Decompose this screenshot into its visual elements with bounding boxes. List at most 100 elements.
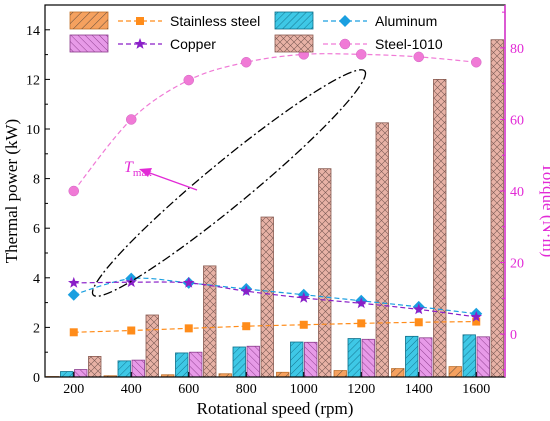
torque-point-steel-1010 (356, 49, 367, 60)
torque-point-steel-1010 (68, 185, 79, 197)
torque-line-copper (73, 281, 477, 318)
torque-point-stainless-steel (184, 324, 193, 333)
bar-hatch (161, 374, 174, 377)
legend-bar-hatch (70, 35, 108, 52)
bars-layer (46, 39, 504, 378)
bar-hatch (463, 334, 476, 377)
torque-point-stainless-steel (69, 328, 78, 337)
tmax-arrowhead (139, 168, 152, 177)
x-tick-label: 1400 (405, 382, 433, 397)
legend-marker (134, 38, 146, 49)
y-tick-label: 2 (33, 321, 40, 336)
bar-hatch (334, 370, 347, 377)
bar-hatch (376, 122, 389, 377)
torque-point-steel-1010 (126, 114, 137, 125)
bar-hatch (491, 39, 504, 377)
torque-lines-layer (67, 49, 483, 337)
bar-hatch (146, 315, 159, 377)
bar-hatch (203, 265, 216, 377)
torque-point-stainless-steel (127, 326, 136, 335)
x-tick-label: 600 (178, 382, 199, 397)
bar-hatch (419, 337, 432, 377)
legend-label: Copper (170, 36, 216, 52)
bar-hatch (175, 352, 188, 377)
y2-tick-label: 80 (510, 42, 524, 57)
x-tick-label: 1000 (290, 382, 318, 397)
x-tick-label: 200 (63, 382, 84, 397)
legend-label: Aluminum (375, 13, 437, 29)
y-axis-left: 0 2 4 6 8 10 12 14 (26, 24, 50, 386)
bar-hatch (88, 356, 101, 377)
legend-marker (136, 17, 144, 25)
bar-hatch (362, 339, 375, 377)
torque-point-stainless-steel (414, 318, 423, 327)
tmax-arrow-line (146, 171, 198, 191)
bar-hatch (318, 168, 331, 377)
bar-hatch (233, 346, 246, 377)
y-tick-label: 12 (26, 73, 40, 88)
bar-hatch (189, 352, 202, 377)
legend-label: Steel-1010 (375, 36, 443, 52)
bar-hatch (261, 217, 274, 377)
torque-point-copper (183, 276, 195, 288)
torque-point-stainless-steel (472, 317, 481, 326)
bar-hatch (405, 336, 418, 377)
bar-hatch (433, 79, 446, 378)
y2-tick-label: 40 (510, 185, 524, 200)
bar-hatch (104, 375, 117, 377)
torque-point-stainless-steel (242, 322, 251, 331)
torque-point-steel-1010 (241, 56, 252, 68)
bar-hatch (132, 360, 145, 377)
torque-point-copper (240, 285, 252, 296)
y-tick-label: 14 (26, 24, 40, 39)
y-axis-right: 0 20 40 60 80 (500, 5, 524, 377)
legend-label: Stainless steel (170, 13, 260, 29)
legend-bar-hatch (275, 35, 313, 52)
y-tick-label: 6 (33, 222, 40, 237)
torque-point-steel-1010 (471, 56, 482, 68)
bar-hatch (276, 372, 289, 377)
y-tick-label: 0 (33, 371, 40, 386)
torque-line-stainless-steel (73, 320, 477, 333)
torque-point-copper (413, 303, 425, 315)
bar-hatch (449, 366, 462, 377)
bar-hatch (74, 369, 87, 377)
tmax-annotation: Tmax (91, 69, 367, 297)
legend-marker (339, 38, 351, 50)
y2-tick-label: 20 (510, 257, 524, 272)
bar-hatch (348, 338, 361, 377)
tmax-ellipse (91, 69, 367, 297)
y-tick-label: 4 (33, 272, 40, 287)
bar-hatch (219, 373, 232, 377)
x-tick-label: 1200 (347, 382, 375, 397)
torque-point-steel-1010 (183, 74, 194, 86)
x-tick-label: 1600 (462, 382, 490, 397)
y2-tick-label: 60 (510, 113, 524, 128)
bar-hatch (290, 342, 303, 377)
torque-point-copper (355, 297, 367, 309)
y2-tick-label: 0 (510, 328, 517, 343)
y-tick-label: 8 (33, 173, 40, 188)
x-tick-label: 800 (236, 382, 257, 397)
legend-bar-hatch (275, 12, 313, 29)
legend-bar-hatch (70, 12, 108, 29)
torque-point-copper (298, 291, 310, 303)
torque-point-stainless-steel (357, 319, 366, 328)
y-tick-label: 10 (26, 123, 40, 138)
y-axis-title: Thermal power (kW) (2, 119, 21, 263)
y2-axis-title: Torque (N·m) (539, 163, 550, 258)
bar-hatch (118, 360, 131, 377)
x-tick-label: 400 (121, 382, 142, 397)
torque-point-stainless-steel (299, 320, 308, 329)
x-axis-title: Rotational speed (rpm) (197, 399, 354, 418)
legend: Stainless steel Copper Aluminum Steel-1010 (69, 11, 443, 53)
bar-hatch (304, 342, 317, 377)
torque-point-steel-1010 (413, 51, 424, 63)
bar-hatch (477, 336, 490, 377)
tmax-label: Tmax (124, 159, 152, 179)
torque-point-copper (68, 276, 80, 288)
legend-marker (339, 15, 351, 27)
torque-point-copper (470, 310, 482, 322)
bar-hatch (391, 368, 404, 377)
